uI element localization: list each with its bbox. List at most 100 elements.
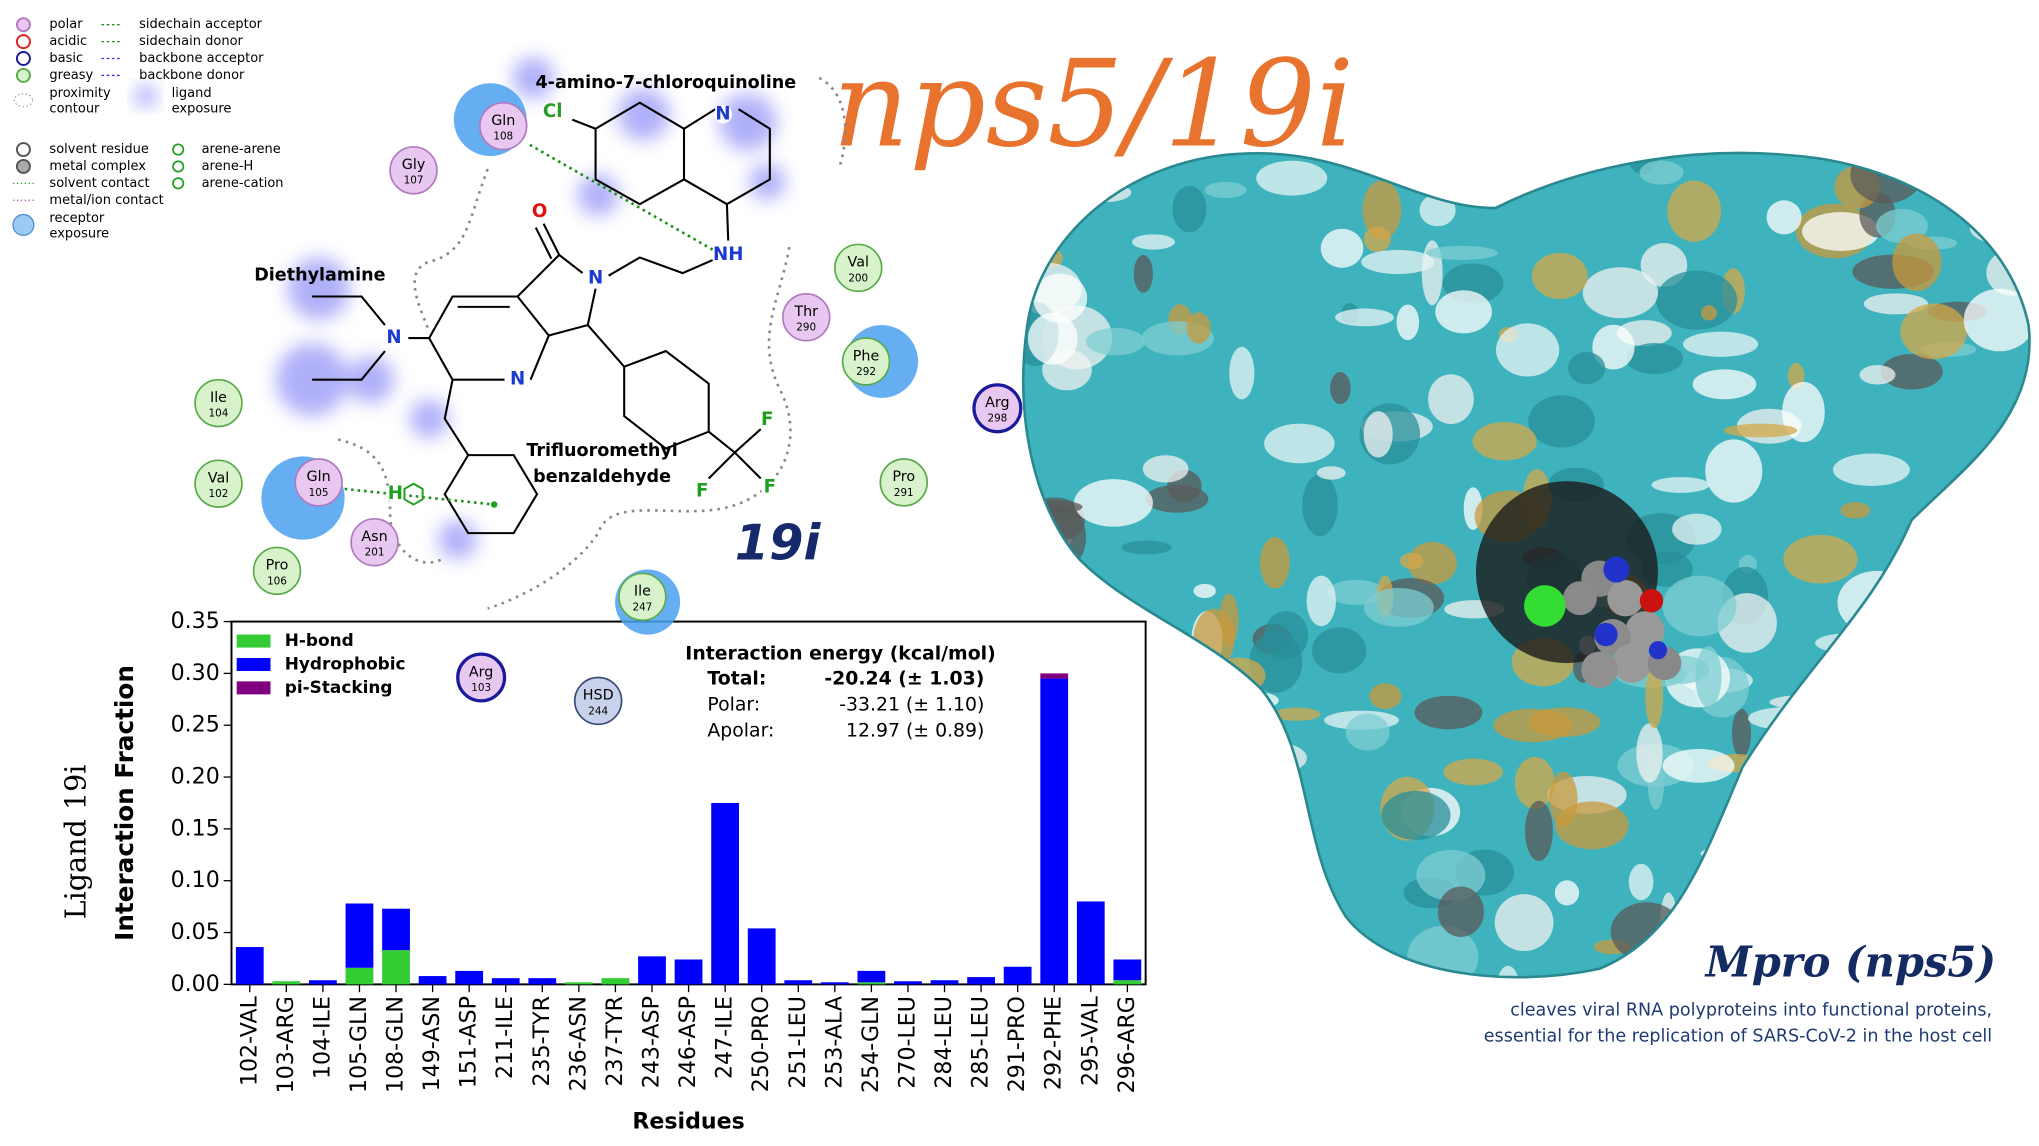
residue-number: 290: [796, 322, 816, 334]
residue-name: Pro: [892, 469, 915, 485]
surface-patch: [1769, 694, 1850, 710]
surface-patch: [1821, 892, 1899, 942]
bar: [1113, 959, 1142, 981]
group-label: Trifluoromethyl: [526, 441, 678, 461]
surface-patch: [1969, 211, 2030, 245]
bar: [272, 981, 301, 985]
legend-icon: [13, 92, 34, 108]
atom-bg: [530, 202, 549, 222]
residue-name: Thr: [793, 304, 818, 320]
atom-label: F: [764, 477, 776, 498]
surface-patch: [1815, 633, 1882, 653]
residue: [350, 517, 399, 567]
surface-patch: [1172, 185, 1207, 233]
residue-number: 244: [588, 705, 608, 717]
legend-label: Hydrophobic: [285, 653, 406, 673]
surface-patch: [1131, 234, 1175, 250]
legend-label: metal complex: [49, 159, 146, 174]
surface-patch: [1494, 894, 1554, 952]
surface-patch: [1592, 324, 1635, 370]
ligand-bonds: [312, 101, 771, 535]
surface-patch: [1850, 153, 1923, 204]
bar: [1040, 678, 1069, 985]
x-tick-label: 104-ILE: [309, 996, 335, 1079]
surface-patch: [2007, 525, 2030, 567]
surface-patch: [1497, 965, 1519, 978]
surface-patch: [1656, 270, 1738, 330]
surface-patch: [1306, 575, 1336, 627]
x-tick-label: 105-GLN: [346, 996, 372, 1093]
surface-patch: [1920, 740, 1936, 781]
surface-patch: [1133, 255, 1153, 293]
residue-number: 291: [894, 487, 914, 499]
surface-patch: [1381, 790, 1451, 840]
legend-label: contour: [49, 102, 100, 117]
surface-patch: [1888, 809, 1919, 852]
legend-label: receptor: [49, 211, 105, 226]
atom-label: F: [761, 409, 773, 430]
legend-swatch: [236, 681, 271, 695]
surface-patch: [1186, 312, 1211, 344]
legend-label: arene-arene: [202, 142, 281, 157]
surface-patch: [1672, 513, 1722, 545]
surface-patch: [1900, 303, 1968, 360]
surface-patch: [1761, 734, 1812, 781]
residue-name: Val: [848, 255, 869, 271]
residue-name: Ile: [210, 390, 227, 406]
surface-patch: [1396, 304, 1420, 341]
bar: [491, 978, 520, 985]
bar: [601, 978, 630, 985]
surface-patch: [1819, 856, 1843, 913]
residue-name: Gln: [491, 113, 515, 129]
residue: [252, 546, 302, 596]
ligand-spheres: [1475, 481, 1682, 688]
surface-patch: [1876, 812, 1914, 850]
residue-name: Asn: [361, 529, 387, 545]
annotation-value: -33.21 (± 1.10): [839, 694, 984, 715]
legend-label: ligand: [172, 86, 212, 101]
annotation-value: 12.97 (± 0.89): [846, 720, 984, 741]
y-tick-label: 0.05: [171, 919, 220, 945]
residue-name: Phe: [853, 348, 880, 364]
legend-label: solvent residue: [49, 142, 148, 157]
figure-title: nps5/19i: [832, 36, 1354, 175]
x-tick-label: 246-ASP: [675, 996, 701, 1088]
bar: [857, 970, 886, 983]
atom-label: NH: [713, 244, 743, 265]
legend-icon: [15, 158, 31, 174]
bar: [930, 980, 959, 985]
legend-icon: [136, 87, 155, 106]
y-tick-label: 0.30: [171, 660, 220, 686]
surface-patch: [1399, 552, 1424, 570]
legend-icon: [15, 34, 31, 50]
surface-patch: [1880, 353, 1943, 390]
surface-patch: [1074, 479, 1153, 527]
ligand-diagram: Gln108Gly107Val200Thr290Phe292Arg298Ile1…: [12, 17, 1023, 726]
annotation-label: Polar:: [707, 694, 760, 715]
annotation-value: -20.24 (± 1.03): [824, 668, 984, 689]
legend-label: solvent contact: [49, 176, 149, 191]
surface-patch: [1978, 607, 2030, 635]
atom-bg: [543, 102, 562, 121]
x-tick-label: 291-PRO: [1004, 996, 1030, 1092]
bar: [784, 980, 813, 985]
surface-patch: [1437, 886, 1485, 937]
residue: [389, 146, 438, 195]
residue: [194, 378, 243, 428]
surface-patch: [1302, 474, 1338, 537]
surface-patch: [1837, 570, 1917, 635]
surface-patch: [1335, 308, 1394, 327]
surface-patch: [1312, 627, 1367, 674]
surface-patch: [1528, 395, 1595, 448]
surface-patch: [1435, 290, 1492, 334]
surface-patch: [1229, 346, 1255, 400]
legend-icon: [12, 213, 35, 237]
residue-name: Gly: [402, 157, 426, 173]
surface-patch: [1748, 707, 1823, 730]
y-tick-label: 0.15: [171, 815, 220, 841]
surface-patch: [1026, 544, 1066, 578]
legend-label: sidechain acceptor: [139, 17, 263, 32]
surface-patch: [1363, 411, 1393, 458]
bar: [345, 967, 374, 985]
surface-patch: [1667, 180, 1722, 242]
